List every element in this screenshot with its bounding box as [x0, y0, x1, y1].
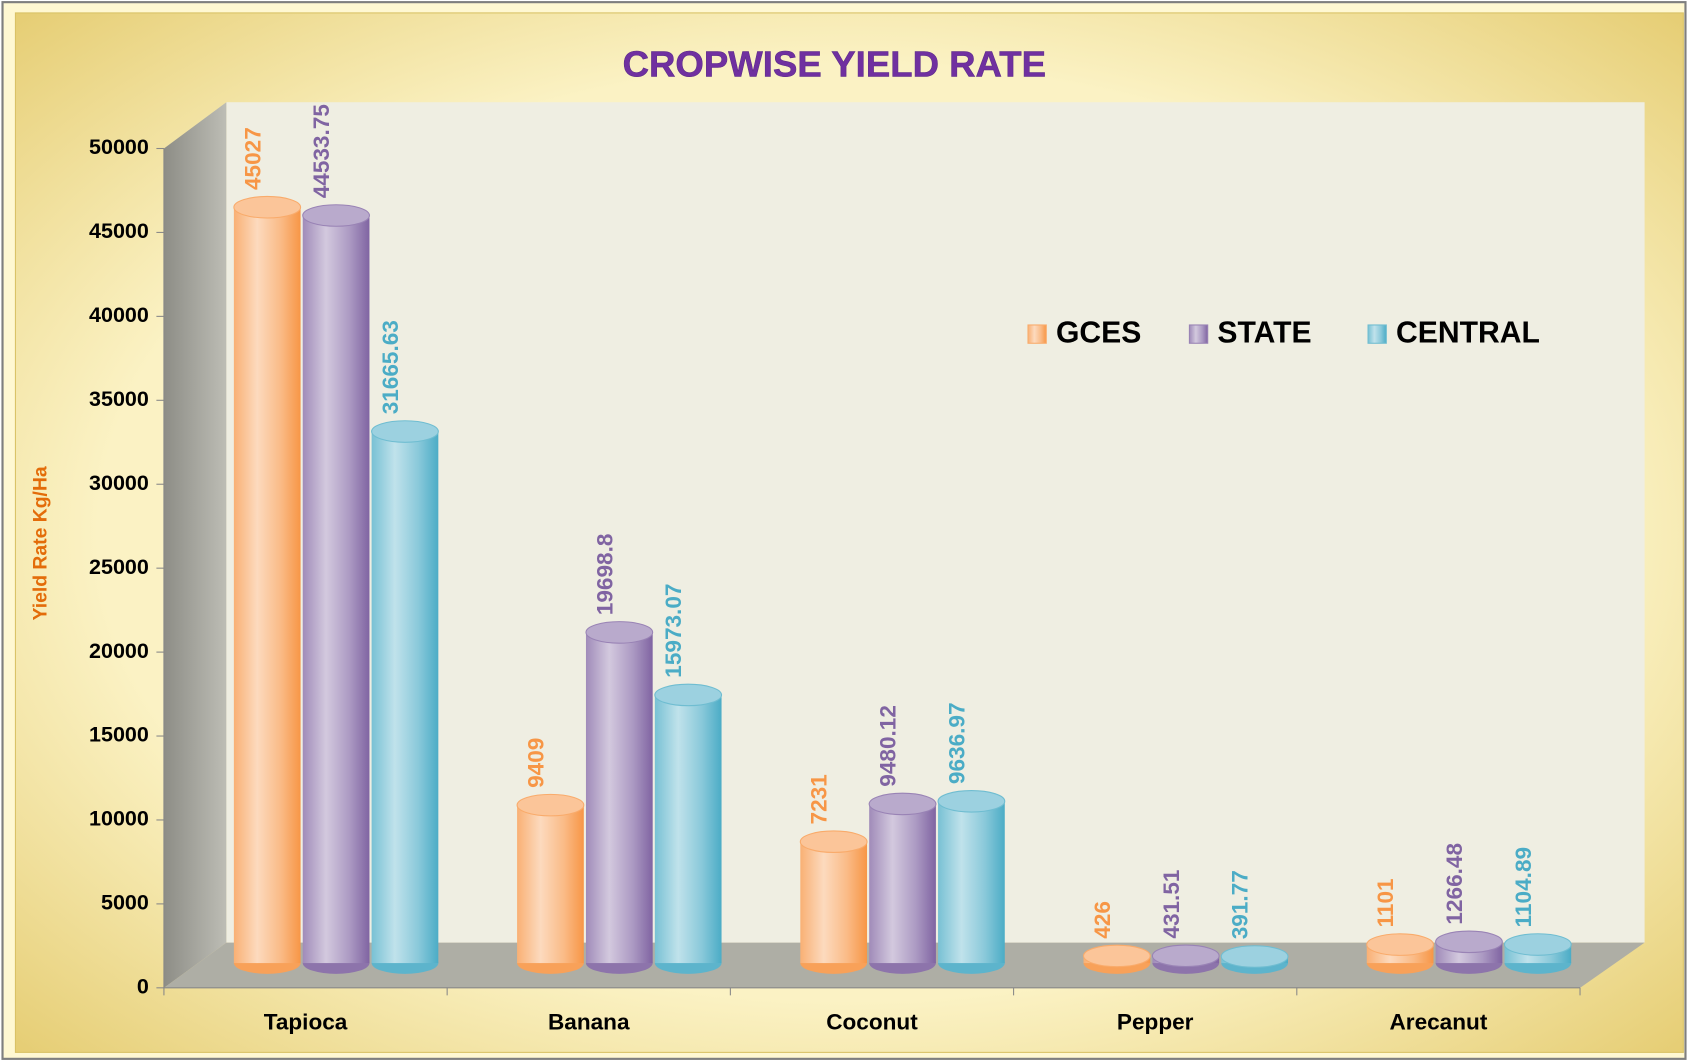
value-label: 19698.8	[592, 534, 617, 616]
value-label: 1266.48	[1442, 843, 1467, 925]
bar	[654, 694, 722, 964]
bar-top	[516, 793, 585, 817]
value-label: 15973.07	[661, 584, 686, 678]
x-tick-label: Tapioca	[264, 1009, 348, 1034]
y-tick-label: 10000	[89, 807, 149, 831]
y-axis-label: Yield Rate Kg/Ha	[29, 466, 51, 620]
legend-label: GCES	[1056, 317, 1141, 350]
bar-top	[1435, 930, 1503, 954]
legend-label: STATE	[1217, 317, 1311, 350]
bar-top	[233, 195, 302, 219]
bar-top	[1503, 933, 1572, 956]
bar-top	[799, 830, 868, 853]
legend-label: CENTRAL	[1396, 317, 1540, 350]
y-tick-label: 0	[137, 975, 149, 999]
bar-top	[371, 420, 439, 443]
legend-swatch	[1027, 324, 1047, 344]
legend-swatch	[1367, 324, 1387, 344]
bar	[869, 803, 936, 964]
value-label: 44533.75	[309, 104, 334, 198]
value-label: 426	[1090, 901, 1115, 939]
bar-top	[302, 204, 370, 227]
chart-title: CROPWISE YIELD RATE	[623, 43, 1046, 84]
bar-top	[1366, 933, 1435, 956]
value-label: 9636.97	[944, 702, 969, 784]
bar	[302, 215, 370, 964]
y-tick-label: 45000	[89, 219, 149, 243]
bar-top	[937, 790, 1006, 813]
y-tick-label: 25000	[89, 555, 149, 579]
bar-top	[1151, 944, 1220, 968]
y-tick-label: 15000	[89, 723, 149, 747]
y-tick-label: 20000	[89, 639, 149, 663]
side-wall	[163, 102, 227, 988]
bar-top	[868, 792, 937, 816]
bar	[800, 841, 868, 964]
bar	[585, 632, 653, 964]
bar-top	[585, 621, 654, 644]
y-tick-label: 50000	[89, 135, 149, 159]
bar-top	[654, 683, 723, 707]
legend-swatch	[1188, 324, 1209, 344]
x-tick-label: Coconut	[826, 1009, 918, 1034]
bar	[233, 207, 301, 964]
x-tick-label: Pepper	[1117, 1009, 1194, 1034]
value-label: 1101	[1373, 878, 1398, 927]
bar	[371, 431, 439, 964]
bar	[517, 805, 584, 964]
y-tick-label: 35000	[89, 387, 149, 411]
value-label: 9480.12	[876, 705, 901, 787]
value-label: 1104.89	[1511, 847, 1536, 927]
value-label: 431.51	[1159, 870, 1184, 939]
y-tick-label: 5000	[101, 891, 149, 915]
y-tick-label: 40000	[89, 303, 149, 327]
value-label: 31665.63	[378, 320, 403, 414]
bar-top	[1082, 944, 1151, 968]
value-label: 45027	[240, 127, 265, 190]
y-tick-label: 30000	[89, 471, 149, 495]
value-label: 391.77	[1228, 870, 1253, 939]
value-label: 7231	[807, 774, 832, 824]
value-label: 9409	[524, 738, 549, 788]
bar	[938, 801, 1005, 964]
x-tick-label: Banana	[548, 1009, 630, 1034]
x-tick-label: Arecanut	[1389, 1009, 1487, 1034]
bar-top	[1220, 945, 1289, 968]
